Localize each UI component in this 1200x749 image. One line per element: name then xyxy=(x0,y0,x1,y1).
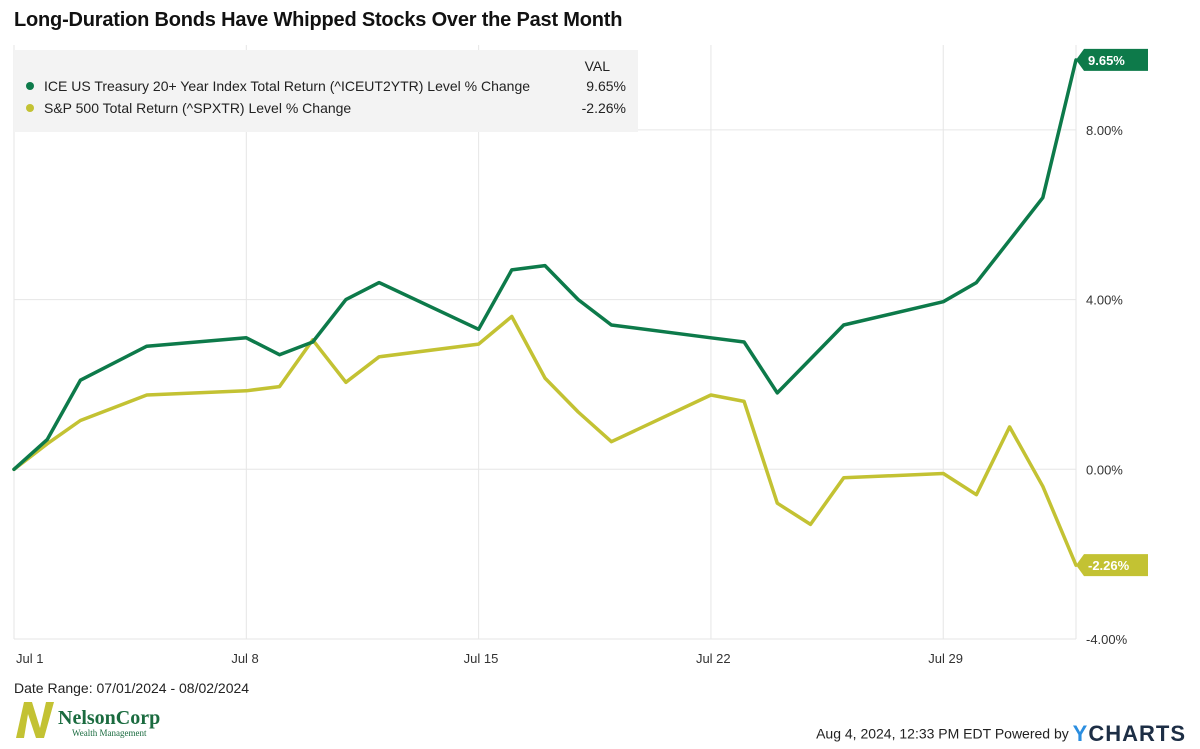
ycharts-logo[interactable]: YCHARTS xyxy=(1072,721,1186,746)
chart-title: Long-Duration Bonds Have Whipped Stocks … xyxy=(14,9,623,31)
y-tick-label: -4.00% xyxy=(1086,632,1128,647)
nelsoncorp-logo-icon: NelsonCorp Wealth Management xyxy=(16,702,160,738)
spx-end-tag xyxy=(1076,554,1148,577)
legend-item-bond[interactable]: ICE US Treasury 20+ Year Index Total Ret… xyxy=(26,78,626,98)
legend-item-spx[interactable]: S&P 500 Total Return (^SPXTR) Level % Ch… xyxy=(26,100,626,120)
spx-series-line xyxy=(12,314,1078,567)
x-tick-label: Jul 29 xyxy=(928,651,963,666)
x-tick-label: Jul 15 xyxy=(464,651,499,666)
y-tick-label: 8.00% xyxy=(1086,123,1123,138)
legend-header: VAL xyxy=(584,58,610,74)
legend-label: S&P 500 Total Return (^SPXTR) Level % Ch… xyxy=(44,100,352,116)
x-tick-label: Jul 1 xyxy=(16,651,43,666)
y-axis-labels: -4.00% 0.00% 4.00% 8.00% xyxy=(1086,123,1128,647)
bond-dot-icon xyxy=(26,82,34,91)
svg-text:Wealth Management: Wealth Management xyxy=(72,728,147,738)
bond-series-line xyxy=(12,58,1078,472)
svg-text:NelsonCorp: NelsonCorp xyxy=(58,707,160,729)
legend-label: ICE US Treasury 20+ Year Index Total Ret… xyxy=(44,78,531,94)
series-lines xyxy=(12,58,1078,567)
x-axis-labels: Jul 1 Jul 8 Jul 15 Jul 22 Jul 29 xyxy=(16,651,963,666)
powered-by: Aug 4, 2024, 12:33 PM EDT Powered by YCH… xyxy=(816,721,1186,748)
legend-value: -2.26% xyxy=(581,100,626,116)
end-value-tags: -2.26% 9.65% xyxy=(1076,48,1148,577)
legend-value: 9.65% xyxy=(586,78,626,94)
nelsoncorp-logo: NelsonCorp Wealth Management xyxy=(14,698,164,740)
end-tag-label: 9.65% xyxy=(1088,53,1125,68)
x-tick-label: Jul 8 xyxy=(231,651,258,666)
end-tag-label: -2.26% xyxy=(1088,558,1130,573)
bond-end-tag xyxy=(1076,48,1148,71)
spx-dot-icon xyxy=(26,104,34,113)
gridlines xyxy=(13,45,1077,640)
y-tick-label: 0.00% xyxy=(1086,462,1123,477)
y-tick-label: 4.00% xyxy=(1086,293,1123,308)
x-tick-label: Jul 22 xyxy=(696,651,731,666)
legend: VAL ICE US Treasury 20+ Year Index Total… xyxy=(14,50,638,132)
timestamp: Aug 4, 2024, 12:33 PM EDT Powered by xyxy=(816,725,1069,742)
date-range: Date Range: 07/01/2024 - 08/02/2024 xyxy=(14,680,250,696)
